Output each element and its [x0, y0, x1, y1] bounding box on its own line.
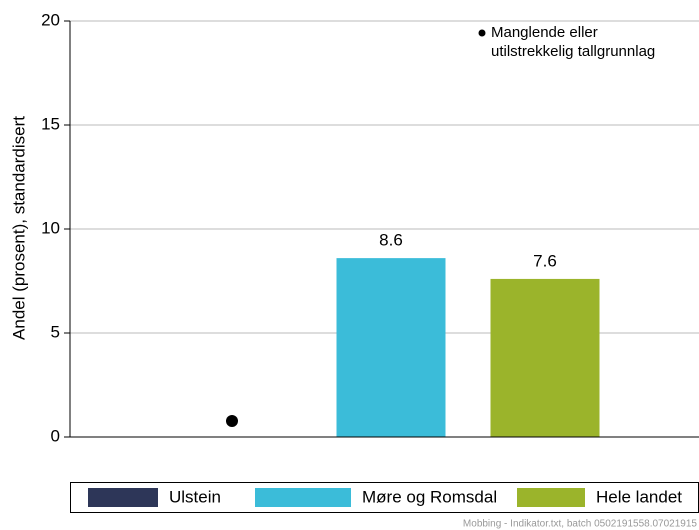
annotation-bullet: [478, 29, 486, 37]
legend-swatch: [517, 488, 585, 507]
legend-label: Hele landet: [596, 487, 682, 506]
y-tick-label: 5: [51, 322, 60, 341]
bar: [336, 258, 446, 437]
y-tick-label: 15: [41, 114, 60, 133]
value-label: 8.6: [379, 231, 403, 250]
legend-label: Møre og Romsdal: [362, 487, 497, 506]
legend-swatch: [255, 488, 351, 507]
legend-label: Ulstein: [169, 487, 221, 506]
footer: Mobbing - Indikator.txt, batch 050219155…: [463, 519, 698, 530]
value-label: 7.6: [533, 251, 557, 270]
annotation: utilstrekkelig tallgrunnlag: [491, 43, 655, 60]
y-tick-label: 0: [51, 426, 60, 445]
annotation: Manglende eller: [491, 24, 598, 41]
bar: [490, 278, 600, 437]
legend-swatch: [88, 488, 158, 507]
y-tick-label: 20: [41, 10, 60, 29]
y-tick-label: 10: [41, 218, 60, 237]
missing-marker: [226, 415, 238, 427]
y-axis-label: Andel (prosent), standardisert: [9, 116, 28, 340]
